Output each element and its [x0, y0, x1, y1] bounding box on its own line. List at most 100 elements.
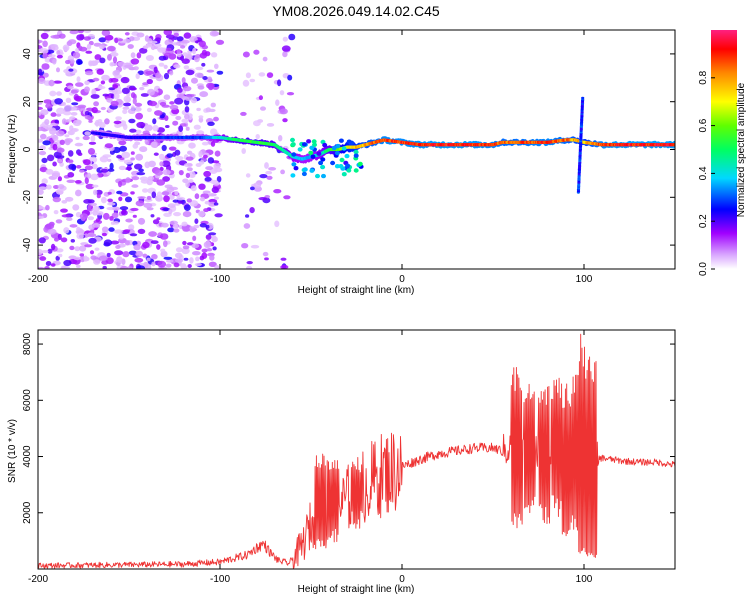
spectrogram-noise-cell	[191, 77, 198, 84]
spectrogram-noise-cell	[38, 248, 43, 256]
spectrogram-noise-cell	[87, 204, 92, 212]
spectrogram-noise-cell	[77, 30, 84, 34]
spectrogram-noise-cell	[266, 72, 274, 78]
spectrogram-noise-cell	[112, 84, 119, 89]
spectrogram-noise-cell	[57, 233, 62, 241]
spectrogram-noise-cell	[190, 97, 197, 104]
spectrogram-noise-cell	[199, 223, 207, 228]
spectrogram-noise-cell	[92, 223, 100, 228]
spectrogram-noise-cell	[115, 116, 122, 121]
spectrogram-noise-cell	[135, 153, 144, 161]
spectrogram-noise-cell	[130, 151, 135, 155]
spectrogram-noise-cell	[66, 179, 76, 183]
spectrogram-noise-cell	[264, 257, 269, 261]
spectrogram-noise-cell	[195, 54, 201, 59]
spectrogram-ridge	[90, 96, 675, 194]
spectrogram-noise-cell	[45, 184, 52, 190]
y-tick-label: 2000	[22, 501, 33, 524]
spectrogram-noise-cell	[174, 190, 179, 196]
colorbar-tick-label: 0.2	[698, 214, 709, 228]
spectrogram-noise-cell	[84, 244, 93, 248]
spectrogram-noise-cell	[176, 196, 186, 201]
spectrogram-blob	[331, 145, 337, 151]
spectrogram-noise-cell	[136, 172, 146, 176]
spectrogram-noise-cell	[280, 257, 287, 261]
spectrogram-noise-cell	[135, 129, 142, 134]
spectrogram-blob	[302, 167, 308, 172]
spectrogram-noise-cell	[121, 209, 128, 216]
spectrogram-noise-cell	[198, 210, 206, 217]
spectrogram-noise-cell	[137, 228, 146, 234]
snr-y-ticks: 2000 4000 6000 8000	[22, 332, 675, 524]
spectrogram-noise-cell	[70, 112, 78, 116]
spectrogram-noise-cell	[149, 40, 158, 44]
spectrogram-noise-cell	[38, 106, 43, 110]
spectrogram-noise-cell	[282, 36, 288, 42]
spectrogram-noise-cell	[83, 199, 92, 204]
spectrogram-noise-cell	[42, 140, 51, 146]
spectrogram-noise-cell	[131, 176, 140, 181]
x-tick-label: 100	[576, 274, 593, 285]
spectrogram-noise-cell	[182, 227, 190, 232]
spectrogram-noise-cell	[119, 145, 127, 152]
spectrogram-blob	[315, 173, 320, 179]
spectrogram-noise-cell	[43, 72, 49, 78]
colorbar-tick-label: 0.8	[698, 70, 709, 84]
spectrogram-noise-cell	[273, 189, 282, 194]
spectrogram-noise-cell	[156, 217, 161, 221]
spectrogram-noise-cell	[130, 52, 136, 59]
spectrogram-noise-cell	[56, 67, 60, 73]
spectrogram-streak	[581, 96, 585, 100]
spectrogram-noise-cell	[50, 112, 57, 117]
spectrogram-noise-cell	[75, 97, 82, 102]
spectrogram-noise-cell	[135, 73, 140, 80]
spectrogram-noise-cell	[258, 72, 266, 77]
spectrogram-noise-cell	[118, 196, 123, 202]
spectrogram-noise-cell	[38, 266, 45, 269]
spectrogram-blob	[301, 171, 307, 177]
spectrogram-noise-cell	[104, 34, 114, 41]
spectrogram-noise-cell	[174, 252, 183, 259]
spectrogram-noise-cell	[203, 241, 212, 249]
spectrogram-noise-cell	[135, 200, 145, 207]
spectrogram-noise-cell	[142, 253, 148, 258]
spectrogram-noise-cell	[92, 206, 100, 212]
spectrogram-noise-cell	[135, 112, 144, 120]
spectrogram-noise-cell	[38, 215, 45, 219]
spectrogram-noise-cell	[148, 231, 158, 237]
spectrogram-blob	[312, 142, 317, 147]
spectrogram-noise-cell	[99, 57, 106, 64]
spectrogram-noise-cell	[206, 69, 215, 73]
spectrogram-noise-cell	[117, 180, 123, 188]
spectrogram-noise-cell	[172, 223, 179, 230]
spectrogram-noise-cell	[85, 183, 95, 190]
spectrogram-noise-cell	[198, 183, 206, 190]
spectrogram-noise-cell	[159, 166, 164, 172]
spectrogram-noise-cell	[40, 48, 49, 54]
spectrogram-noise-cell	[266, 175, 273, 180]
spectrogram-noise-cell	[69, 30, 79, 35]
spectrogram-noise-cell	[96, 211, 104, 216]
spectrogram-noise-cell	[177, 200, 184, 204]
spectrogram-noise-cell	[211, 236, 218, 243]
spectrogram-noise-cell	[211, 186, 219, 194]
spectrogram-noise-cell	[77, 60, 83, 65]
spectrogram-noise-cell	[205, 224, 210, 229]
spectrogram-noise-cell	[61, 266, 70, 269]
spectrogram-noise-cell	[124, 196, 133, 203]
spectrogram-noise-cell	[177, 87, 183, 93]
spectrogram-noise-cell	[41, 250, 49, 253]
spectrogram-noise-cell	[213, 163, 221, 169]
spectrogram-noise-cell	[93, 189, 98, 196]
spectrogram-noise-cell	[113, 69, 121, 76]
spectrogram-noise-cell	[42, 52, 48, 59]
spectrogram-noise-cell	[125, 218, 133, 223]
spectrogram-noise-cell	[122, 106, 130, 110]
spectrogram-noise-cell	[125, 177, 131, 184]
spectrogram-noise-cell	[203, 154, 208, 159]
spectrogram-blob	[341, 146, 347, 151]
spectrogram-noise-cell	[194, 72, 204, 78]
spectrogram-blob	[297, 147, 303, 152]
spectrogram-blob	[338, 138, 344, 143]
